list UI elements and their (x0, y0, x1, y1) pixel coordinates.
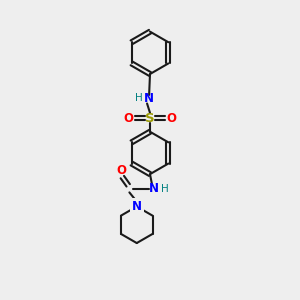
Text: N: N (132, 200, 142, 213)
Text: H: H (135, 94, 143, 103)
Text: N: N (144, 92, 154, 105)
Text: O: O (116, 164, 126, 177)
Text: N: N (148, 182, 158, 195)
Text: O: O (166, 112, 176, 125)
Text: N: N (132, 200, 142, 213)
Text: O: O (124, 112, 134, 125)
Text: S: S (145, 112, 155, 125)
Text: H: H (161, 184, 169, 194)
